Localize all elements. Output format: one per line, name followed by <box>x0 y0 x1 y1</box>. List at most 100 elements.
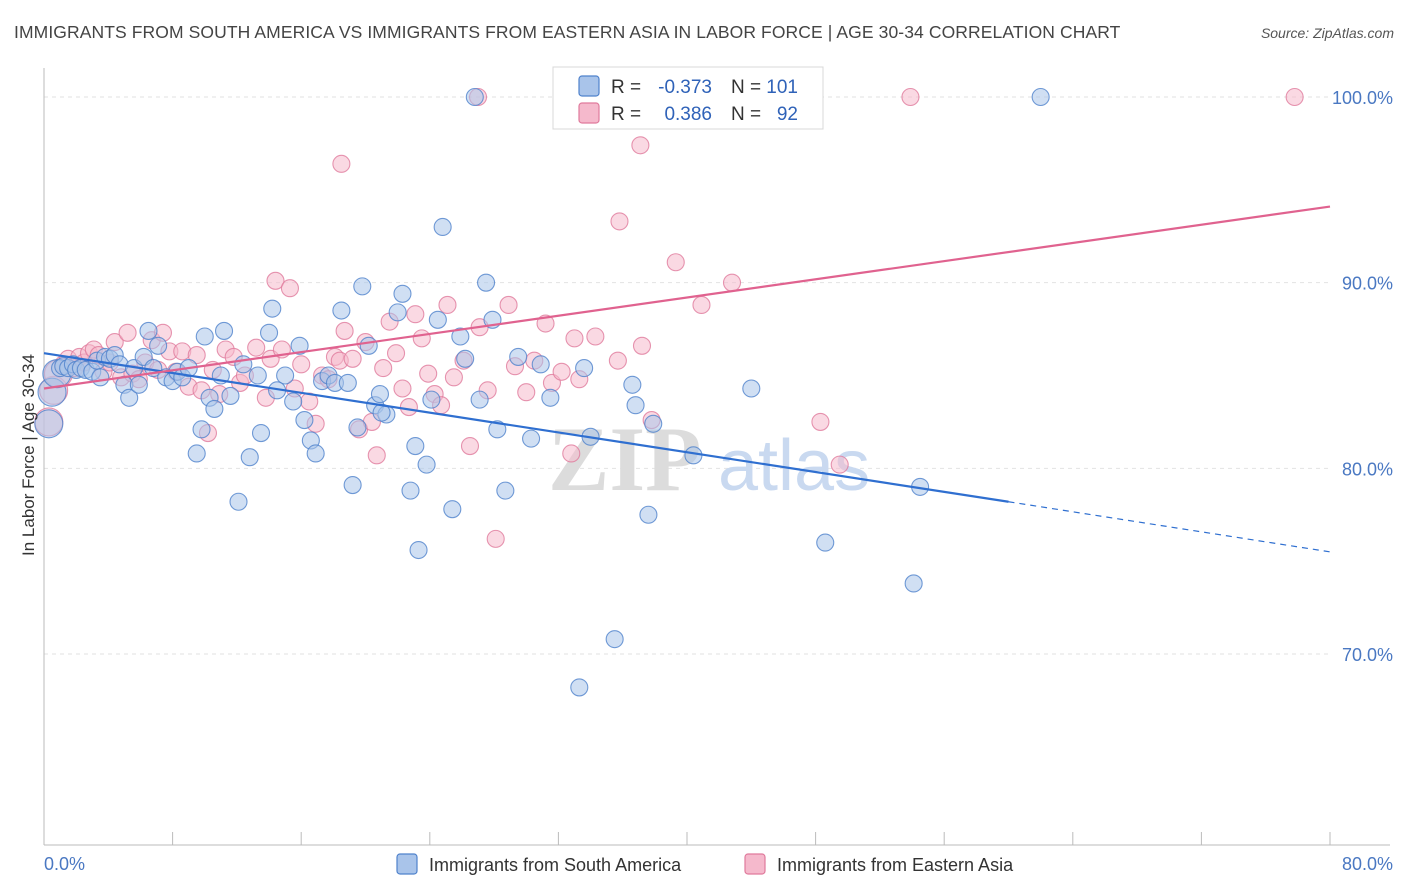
eastern-asia-point <box>722 273 742 292</box>
south-america-point <box>259 323 279 342</box>
legend-n-label: N = <box>731 104 761 125</box>
eastern-asia-point <box>608 351 627 370</box>
south-america-point <box>570 678 589 697</box>
south-america-point <box>284 392 303 411</box>
south-america-point <box>509 347 528 366</box>
south-america-point <box>187 444 206 463</box>
eastern-asia-point <box>280 279 299 298</box>
south-america-point <box>370 385 390 404</box>
south-america-point <box>205 399 224 418</box>
south-america-point <box>522 429 541 448</box>
south-america-point <box>332 301 351 320</box>
y-tick-label: 80.0% <box>1342 459 1393 479</box>
eastern-asia-point <box>335 321 354 340</box>
south-america-point <box>353 277 372 296</box>
eastern-asia-point <box>292 355 311 374</box>
south-america-point <box>343 475 362 495</box>
eastern-asia-point <box>536 314 555 333</box>
south-america-point <box>229 492 248 511</box>
south-america-point <box>904 574 923 593</box>
y-tick-label: 100.0% <box>1332 88 1393 108</box>
eastern-asia-point <box>666 253 685 272</box>
eastern-asia-point <box>343 349 362 368</box>
legend-r-label: R = <box>611 77 641 98</box>
eastern-asia-point <box>631 136 650 155</box>
eastern-asia-point <box>374 359 393 378</box>
legend-swatch-eastern-asia <box>578 102 600 124</box>
eastern-asia-point <box>460 437 480 456</box>
bottom-legend-label-eastern-asia: Immigrants from Eastern Asia <box>777 855 1014 875</box>
legend-n-value-south-america: 101 <box>766 77 798 98</box>
eastern-asia-point <box>811 412 830 431</box>
south-america-point <box>338 373 357 392</box>
eastern-asia-point <box>386 344 406 363</box>
south-america-trend-line <box>43 352 1009 503</box>
south-america-point <box>388 303 407 322</box>
eastern-asia-point <box>444 368 463 387</box>
eastern-asia-point <box>632 336 652 355</box>
south-america-point <box>240 448 259 467</box>
bottom-legend: Immigrants from South America Immigrants… <box>396 853 1014 875</box>
south-america-point <box>409 540 428 560</box>
south-america-point <box>470 390 489 409</box>
south-america-point <box>443 500 462 519</box>
south-america-point <box>541 388 560 407</box>
x-tick-label: 80.0% <box>1342 854 1393 874</box>
eastern-asia-point <box>562 444 581 463</box>
bottom-legend-swatch-eastern-asia <box>744 853 766 875</box>
legend-n-value-eastern-asia: 92 <box>777 104 798 125</box>
south-america-point <box>248 366 267 385</box>
eastern-asia-point <box>438 295 457 314</box>
south-america-point <box>290 336 309 355</box>
eastern-asia-point <box>393 379 412 398</box>
axes <box>43 68 1390 846</box>
south-america-point <box>1031 87 1050 107</box>
south-america-point <box>263 299 282 318</box>
south-america-point <box>417 455 436 474</box>
eastern-asia-point <box>610 212 629 231</box>
eastern-asia-point <box>517 383 536 402</box>
south-america-point <box>488 420 507 439</box>
source-credit: Source: ZipAtlas.com <box>1260 25 1394 41</box>
eastern-asia-point <box>499 295 518 314</box>
south-america-point <box>433 217 452 237</box>
south-america-point <box>451 327 470 346</box>
legend-r-label: R = <box>611 104 641 125</box>
eastern-asia-point <box>247 338 266 357</box>
south-america-point <box>605 630 624 649</box>
eastern-asia-point <box>901 87 920 107</box>
legend-r-value-eastern-asia: 0.386 <box>664 104 712 125</box>
legend-r-value-south-america: -0.373 <box>658 77 712 98</box>
bottom-legend-swatch-south-america <box>396 853 418 875</box>
trend-lines <box>43 205 1331 553</box>
eastern-asia-point <box>118 323 137 342</box>
south-america-point <box>276 366 295 385</box>
eastern-asia-point <box>1285 87 1304 107</box>
south-america-point <box>496 481 515 500</box>
eastern-asia-point <box>486 529 505 548</box>
south-america-point <box>120 388 139 407</box>
south-america-trend-extension <box>1008 501 1331 553</box>
south-america-point <box>816 533 835 552</box>
eastern-asia-point <box>187 346 206 365</box>
eastern-asia-point <box>412 329 431 348</box>
y-tick-labels: 70.0% 80.0% 90.0% 100.0% <box>1332 88 1393 665</box>
eastern-asia-point <box>367 446 386 465</box>
south-america-point <box>295 411 314 430</box>
south-america-point <box>422 390 441 409</box>
eastern-asia-point <box>586 327 605 346</box>
south-america-point <box>393 284 412 303</box>
south-america-point <box>359 336 378 355</box>
south-america-point <box>575 359 594 378</box>
chart-title: IMMIGRANTS FROM SOUTH AMERICA VS IMMIGRA… <box>14 22 1121 42</box>
south-america-point <box>214 321 234 340</box>
south-america-point <box>139 321 158 340</box>
south-america-point <box>456 349 475 368</box>
legend-n-label: N = <box>731 77 761 98</box>
south-america-point <box>251 424 271 443</box>
south-america-point <box>129 375 148 394</box>
south-america-point <box>306 444 325 463</box>
eastern-asia-point <box>692 295 711 314</box>
south-america-point <box>465 87 484 107</box>
